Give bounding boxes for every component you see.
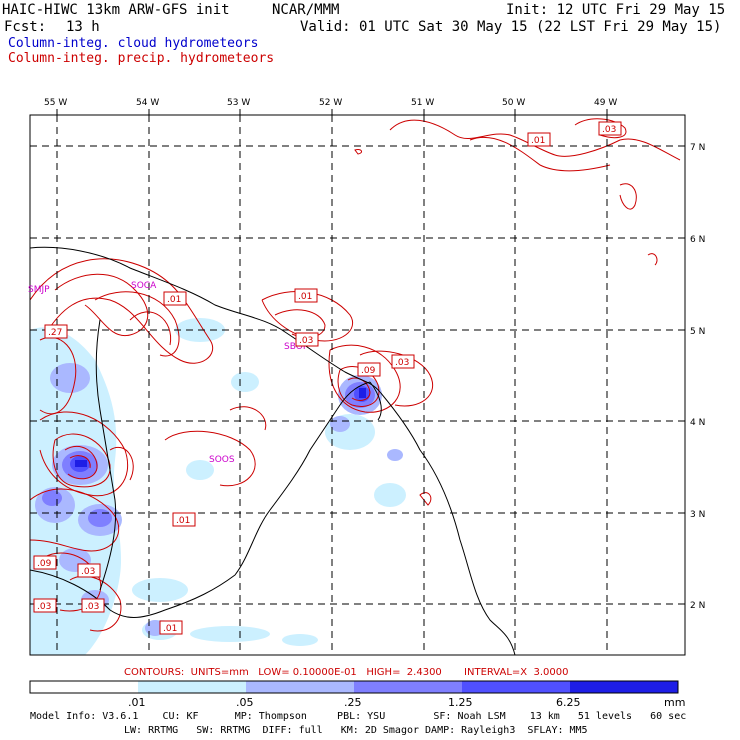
colorbar bbox=[29, 680, 679, 694]
lon-label-49w: 49 W bbox=[594, 98, 617, 108]
lon-label-52w: 52 W bbox=[319, 98, 342, 108]
model-info-line-1: Model Info: V3.6.1 CU: KF MP: Thompson P… bbox=[30, 711, 687, 722]
lat-label-3n: 3 N bbox=[690, 510, 705, 520]
colorbar-label: 6.25 bbox=[556, 696, 581, 709]
coastlines bbox=[30, 246, 516, 655]
lat-label-4n: 4 N bbox=[690, 418, 705, 428]
colorbar-label: 1.25 bbox=[448, 696, 473, 709]
colorbar-label: .05 bbox=[236, 696, 254, 709]
lon-labels: 55 W 54 W 53 W 52 W 51 W 50 W 49 W bbox=[44, 98, 617, 108]
field-precip-label: Column-integ. precip. hydrometeors bbox=[8, 51, 275, 66]
station-label-smjp: SMJP bbox=[28, 285, 50, 295]
fcst-value: 13 h bbox=[66, 19, 100, 35]
station-label-soos: SOOS bbox=[209, 455, 235, 465]
contour-label: .27 bbox=[48, 328, 62, 338]
contour-label: .03 bbox=[81, 567, 95, 577]
valid-time: Valid: 01 UTC Sat 30 May 15 (22 LST Fri … bbox=[300, 19, 722, 35]
colorbar-label: .25 bbox=[344, 696, 362, 709]
map-border bbox=[29, 114, 686, 656]
contour-label: .01 bbox=[298, 292, 312, 302]
station-labels: SMJP SOCA SOOS SBOI bbox=[28, 281, 305, 465]
contour-label: .03 bbox=[395, 358, 409, 368]
colorbar-shade-5 bbox=[570, 681, 678, 693]
contour-label: .01 bbox=[176, 516, 190, 526]
contour-label: .01 bbox=[167, 295, 181, 305]
colorbar-shade-1 bbox=[138, 681, 246, 693]
contour-label: .03 bbox=[602, 125, 616, 135]
lat-label-5n: 5 N bbox=[690, 327, 705, 337]
precip-contours bbox=[30, 118, 681, 632]
station-label-sboi: SBOI bbox=[284, 342, 305, 352]
contour-label: .09 bbox=[361, 366, 376, 376]
contour-value-boxes: .01 .03 .01 .27 .01 .03 .09 .03 .01 .03 … bbox=[33, 121, 622, 635]
fcst-label: Fcst: bbox=[4, 19, 47, 35]
colorbar-shade-4 bbox=[462, 681, 570, 693]
station-label-soca: SOCA bbox=[131, 281, 157, 291]
lat-labels: 7 N 6 N 5 N 4 N 3 N 2 N bbox=[690, 143, 705, 611]
org-label: NCAR/MMM bbox=[272, 2, 340, 18]
lat-label-6n: 6 N bbox=[690, 235, 705, 245]
colorbar-label: .01 bbox=[128, 696, 146, 709]
field-cloud-label: Column-integ. cloud hydrometeors bbox=[8, 36, 259, 51]
colorbar-units: mm bbox=[664, 696, 686, 709]
lon-label-54w: 54 W bbox=[136, 98, 159, 108]
lat-label-2n: 2 N bbox=[690, 601, 705, 611]
contour-label: .03 bbox=[37, 602, 51, 612]
contour-label: .09 bbox=[37, 559, 52, 569]
lon-label-53w: 53 W bbox=[227, 98, 250, 108]
contours-info: CONTOURS: UNITS=mm LOW= 0.10000E-01 HIGH… bbox=[124, 667, 569, 678]
axis-ticks bbox=[56, 109, 608, 115]
contour-label: .03 bbox=[299, 336, 313, 346]
contour-label: .01 bbox=[531, 136, 545, 146]
init-time: Init: 12 UTC Fri 29 May 15 bbox=[506, 2, 726, 18]
model-title: HAIC-HIWC 13km ARW-GFS init bbox=[2, 2, 230, 18]
lat-lon-grid bbox=[30, 115, 685, 655]
model-info-line-2: LW: RRTMG SW: RRTMG DIFF: full KM: 2D Sm… bbox=[124, 725, 588, 736]
lon-label-50w: 50 W bbox=[502, 98, 525, 108]
lat-label-7n: 7 N bbox=[690, 143, 705, 153]
contour-label: .01 bbox=[163, 624, 177, 634]
lon-label-51w: 51 W bbox=[411, 98, 434, 108]
lon-label-55w: 55 W bbox=[44, 98, 67, 108]
colorbar-shade-2 bbox=[246, 681, 354, 693]
colorbar-shade-3 bbox=[354, 681, 462, 693]
contour-label: .03 bbox=[85, 602, 99, 612]
